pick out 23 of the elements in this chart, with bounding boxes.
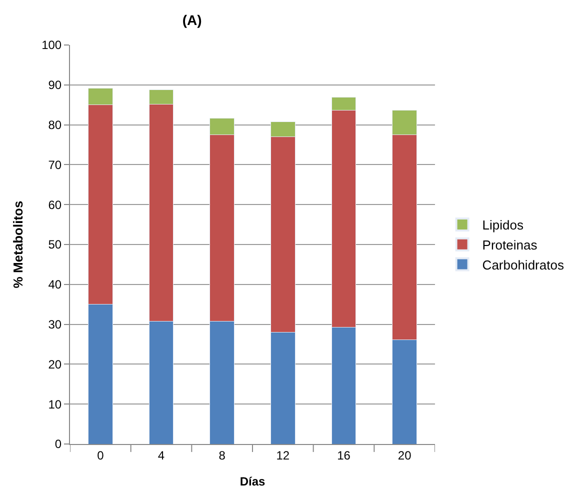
x-axis-title: Días: [240, 474, 266, 488]
y-tick-label: 40: [48, 278, 62, 292]
legend-label: Proteinas: [482, 237, 538, 252]
y-tick-label: 80: [48, 118, 62, 132]
x-tick-label: 12: [276, 448, 290, 462]
x-tick-label: 0: [97, 448, 104, 462]
legend-label: Carbohidratos: [482, 257, 564, 272]
y-tick-label: 90: [48, 78, 62, 92]
x-tick-label: 8: [218, 448, 226, 462]
chart-title: (A): [182, 12, 202, 28]
y-tick-label: 0: [54, 437, 62, 452]
y-tick-label: 30: [48, 318, 62, 332]
y-axis-title: % Metabolitos: [10, 200, 26, 288]
y-tick-label: 50: [48, 238, 62, 252]
y-tick-label: 10: [48, 397, 62, 412]
y-tick-label: 60: [48, 198, 62, 212]
y-tick-label: 70: [48, 158, 62, 172]
x-tick-label: 20: [398, 448, 412, 462]
y-tick-label: 100: [42, 38, 62, 52]
legend-label: Lipidos: [482, 218, 524, 233]
x-tick-label: 4: [158, 448, 165, 462]
y-tick-label: 20: [48, 357, 62, 372]
x-tick-label: 16: [337, 448, 351, 462]
